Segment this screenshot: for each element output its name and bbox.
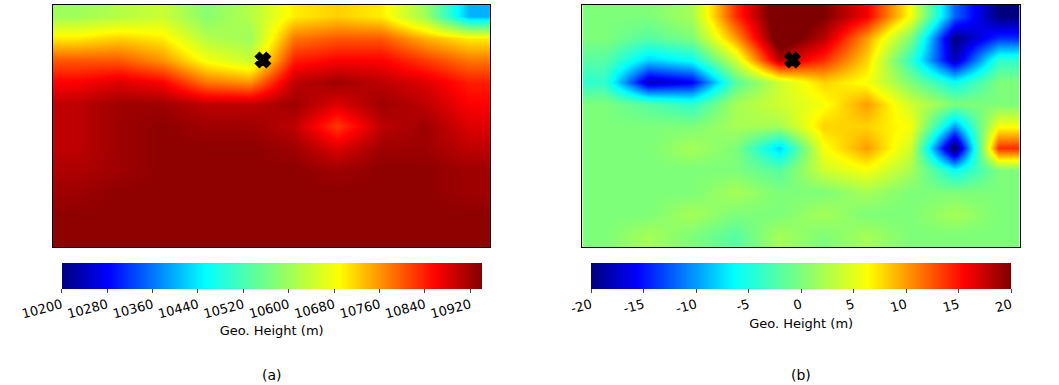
svg-text:10840: 10840 bbox=[383, 296, 427, 321]
svg-text:0: 0 bbox=[792, 296, 804, 313]
svg-text:-5: -5 bbox=[735, 296, 751, 314]
svg-text:10: 10 bbox=[889, 296, 909, 315]
svg-text:10600: 10600 bbox=[247, 296, 291, 321]
svg-text:10200: 10200 bbox=[20, 296, 64, 321]
svg-text:20: 20 bbox=[994, 296, 1014, 315]
svg-text:15: 15 bbox=[941, 296, 961, 315]
svg-text:Geo. Height (m): Geo. Height (m) bbox=[220, 323, 324, 338]
svg-text:Geo. Height (m): Geo. Height (m) bbox=[749, 316, 853, 331]
svg-text:10440: 10440 bbox=[156, 296, 200, 321]
svg-text:-20: -20 bbox=[569, 296, 593, 316]
svg-text:(a): (a) bbox=[262, 367, 282, 383]
svg-text:10920: 10920 bbox=[429, 296, 473, 321]
svg-text:-10: -10 bbox=[674, 296, 698, 316]
svg-text:10360: 10360 bbox=[111, 296, 155, 321]
svg-text:10680: 10680 bbox=[293, 296, 337, 321]
svg-text:-15: -15 bbox=[622, 296, 646, 316]
svg-text:5: 5 bbox=[844, 296, 856, 313]
svg-text:10280: 10280 bbox=[66, 296, 110, 321]
svg-text:10520: 10520 bbox=[202, 296, 246, 321]
svg-text:(b): (b) bbox=[791, 367, 811, 383]
svg-text:10760: 10760 bbox=[338, 296, 382, 321]
